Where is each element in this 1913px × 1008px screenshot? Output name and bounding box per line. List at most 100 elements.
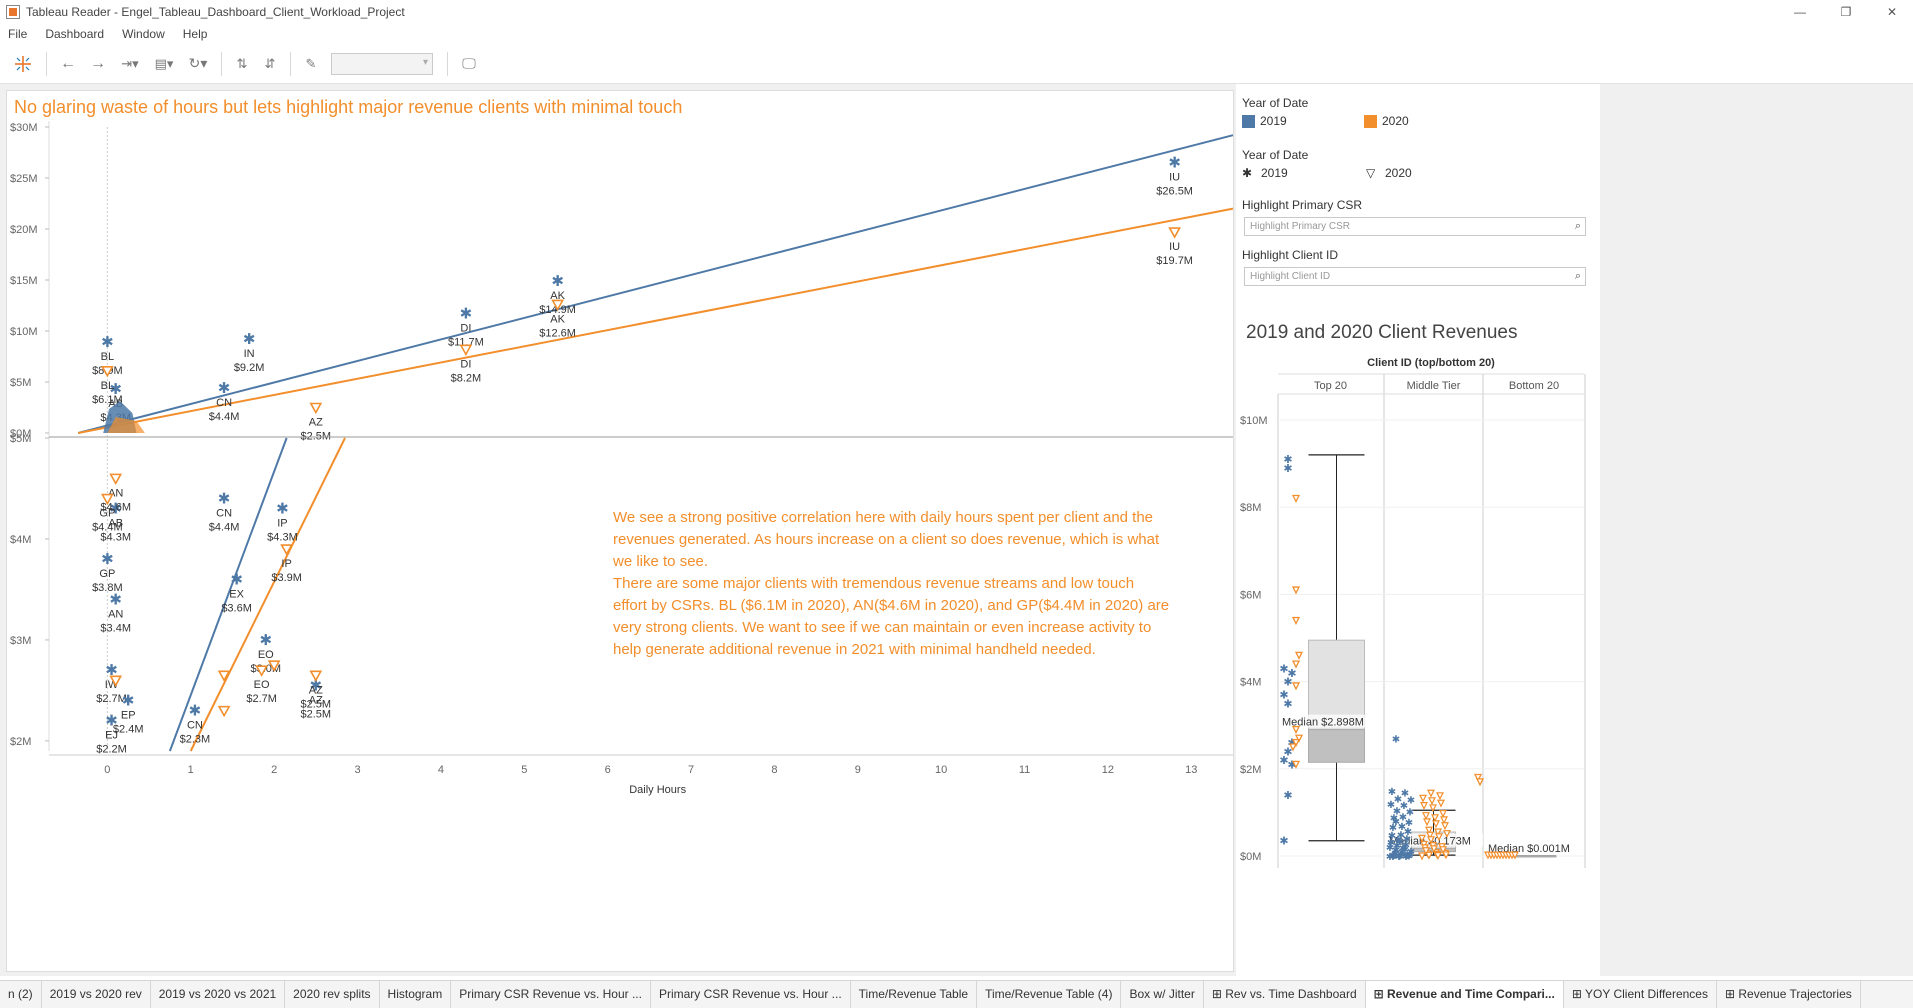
- sheet-tab[interactable]: 2019 vs 2020 rev: [42, 981, 151, 1008]
- tableau-logo-icon[interactable]: [6, 50, 40, 78]
- pin-icon[interactable]: ✎: [305, 55, 317, 71]
- back-icon[interactable]: ←: [60, 54, 76, 72]
- point-label: IU: [1169, 241, 1180, 253]
- forward-icon[interactable]: →: [90, 54, 106, 72]
- data-point-2019[interactable]: ✱: [218, 380, 231, 397]
- data-point-2020[interactable]: [267, 660, 281, 672]
- color-legend-item-2019[interactable]: 2019: [1242, 114, 1287, 128]
- point-value-label: $6.1M: [92, 394, 123, 406]
- data-point-2020[interactable]: [309, 402, 323, 415]
- sheet-tab-bar: n (2) 2019 vs 2020 rev 2019 vs 2020 vs 202…: [0, 980, 1913, 1008]
- svg-text:✱: ✱: [1397, 850, 1405, 861]
- scatter-chart[interactable]: No glaring waste of hours but lets highl…: [7, 91, 1235, 973]
- menu-window[interactable]: Window: [122, 27, 165, 41]
- sheet-tab[interactable]: ⊞ Revenue Trajectories: [1717, 981, 1861, 1008]
- sheet-tab[interactable]: Histogram: [380, 981, 452, 1008]
- data-point-2020[interactable]: [217, 705, 231, 718]
- data-point-2019[interactable]: ✱: [276, 501, 289, 518]
- data-point-2019[interactable]: ✱: [109, 381, 122, 398]
- svg-text:✱: ✱: [1279, 836, 1288, 848]
- sheet-tab[interactable]: ⊞ Rev vs. Time Dashboard: [1204, 981, 1366, 1008]
- refresh-icon[interactable]: ↻▾: [188, 55, 208, 71]
- sheet-tab[interactable]: ⊞ Revenue and Time Compari...: [1365, 981, 1564, 1008]
- data-point-2020[interactable]: [109, 473, 123, 486]
- box-bottom-20[interactable]: [1511, 855, 1557, 858]
- data-point-2020[interactable]: [101, 365, 114, 378]
- sheet-tab[interactable]: 2020 rev splits: [285, 981, 380, 1008]
- shape-legend-item-2020[interactable]: ▽ 2020: [1366, 166, 1412, 180]
- point-label: CN: [187, 720, 203, 732]
- svg-text:✱: ✱: [1393, 806, 1401, 817]
- point-label: IP: [277, 518, 287, 530]
- revert-icon[interactable]: ⇥▾: [121, 55, 139, 71]
- data-point-2019[interactable]: ✱: [1168, 155, 1181, 172]
- sort-ascending-icon[interactable]: ⇅: [236, 55, 248, 71]
- menu-file[interactable]: File: [8, 27, 28, 41]
- data-point-2019[interactable]: ✱: [101, 551, 114, 568]
- sort-descending-icon[interactable]: ⇵: [264, 55, 276, 71]
- menu-help[interactable]: Help: [182, 27, 208, 41]
- point-value-label: $2.7M: [246, 693, 277, 705]
- shape-legend-item-2019[interactable]: ✱ 2019: [1242, 166, 1288, 180]
- data-point-2019[interactable]: ✱: [551, 273, 564, 290]
- csr-highlight-input[interactable]: Highlight Primary CSR ⌕: [1244, 217, 1586, 236]
- data-point-2020[interactable]: [459, 344, 473, 357]
- data-point-2019[interactable]: ✱: [460, 306, 473, 323]
- trend-line-2020: [77, 207, 1234, 434]
- sheet-tab[interactable]: Primary CSR Revenue vs. Hour ...: [651, 981, 851, 1008]
- box-plot-chart[interactable]: Client ID (top/bottom 20) Top 20 Middle Ti…: [1236, 348, 1600, 948]
- present-icon[interactable]: 🖵: [462, 55, 476, 71]
- data-point-2019[interactable]: ✱: [101, 334, 114, 351]
- data-point-2019[interactable]: ✱: [259, 632, 272, 649]
- svg-text:effort by CSRs. BL ($6.1M in 2: effort by CSRs. BL ($6.1M in 2020), AN($…: [613, 597, 1169, 614]
- point-label: GP: [99, 568, 115, 580]
- maximize-button[interactable]: ❐: [1840, 5, 1852, 19]
- box-category-label: Top 20: [1314, 380, 1347, 392]
- close-button[interactable]: ✕: [1886, 5, 1898, 19]
- sheet-tab[interactable]: n (2): [0, 981, 42, 1008]
- data-point-2019[interactable]: ✱: [105, 662, 118, 679]
- data-point-2019[interactable]: ✱: [109, 501, 122, 518]
- svg-text:✱: ✱: [1402, 840, 1410, 851]
- sheet-tab[interactable]: Box w/ Jitter: [1121, 981, 1204, 1008]
- data-point-2020[interactable]: [309, 670, 323, 682]
- sheet-tab[interactable]: Primary CSR Revenue vs. Hour ...: [451, 981, 651, 1008]
- svg-text:help generate additional reven: help generate additional revenue in 2021…: [613, 641, 1096, 658]
- sheet-tab[interactable]: ⊞ YOY Client Differences: [1564, 981, 1717, 1008]
- data-point-2019[interactable]: ✱: [122, 693, 135, 710]
- scatter-pane-top: $0M$5M$10M$15M$20M$25M$30M✱IU$26.5M✱AK$1…: [10, 122, 1234, 443]
- svg-text:✱: ✱: [1283, 454, 1292, 466]
- data-point-2019[interactable]: ✱: [109, 592, 122, 609]
- data-point-2020[interactable]: [551, 299, 564, 312]
- sheet-tab[interactable]: Time/Revenue Table (4): [977, 981, 1122, 1008]
- data-point-2020[interactable]: [280, 544, 293, 556]
- data-point-2020[interactable]: [217, 670, 231, 682]
- menu-dashboard[interactable]: Dashboard: [45, 27, 105, 41]
- client-highlight-input[interactable]: Highlight Client ID ⌕: [1244, 267, 1586, 286]
- data-point-2019[interactable]: ✱: [230, 571, 243, 588]
- point-value-label: $4.3M: [100, 532, 131, 544]
- data-point-2019[interactable]: ✱: [105, 713, 118, 730]
- data-point-2019[interactable]: ✱: [243, 331, 256, 348]
- data-point-2019[interactable]: ✱: [310, 677, 323, 694]
- point-value-label: $8.2M: [451, 372, 482, 384]
- svg-text:✱: ✱: [1283, 698, 1292, 710]
- box-top-20[interactable]: [1308, 454, 1365, 842]
- data-point-2019[interactable]: ✱: [189, 703, 202, 720]
- data-point-2020[interactable]: [1168, 227, 1181, 239]
- svg-text:✱: ✱: [1279, 690, 1288, 702]
- minimize-button[interactable]: —: [1794, 5, 1806, 19]
- data-point-2020[interactable]: [109, 675, 123, 687]
- zoom-select[interactable]: [331, 52, 433, 75]
- shape-legend-title: Year of Date: [1242, 148, 1309, 162]
- data-point-2019[interactable]: ✱: [218, 491, 231, 508]
- svg-text:✱: ✱: [1287, 668, 1296, 680]
- sheet-tab[interactable]: 2019 vs 2020 vs 2021: [151, 981, 286, 1008]
- sheet-tab[interactable]: Time/Revenue Table: [851, 981, 978, 1008]
- save-data-icon[interactable]: ▤▾: [154, 55, 174, 71]
- data-point-2020[interactable]: [255, 665, 268, 677]
- color-legend-item-2020[interactable]: 2020: [1364, 114, 1409, 128]
- data-point-2020[interactable]: [101, 493, 114, 506]
- point-label: EP: [121, 710, 136, 722]
- top20-points: ✱✱✱✱✱✱✱✱✱✱✱✱✱: [1279, 454, 1304, 848]
